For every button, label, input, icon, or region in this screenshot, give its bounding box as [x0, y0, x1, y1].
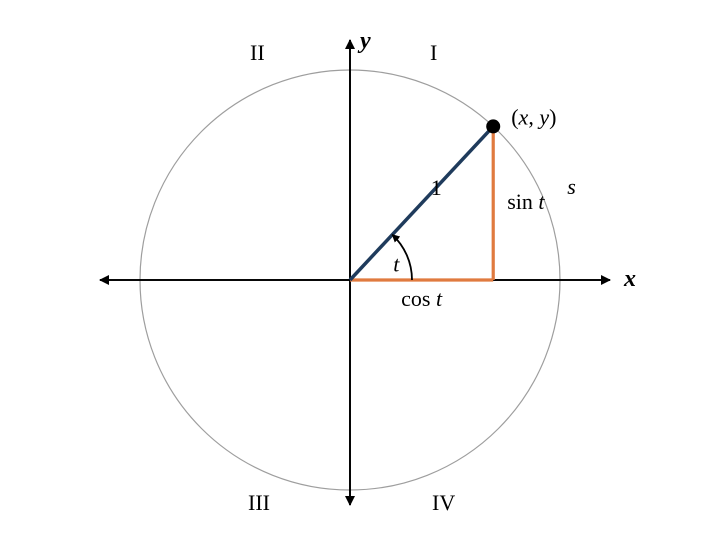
point-label: (x, y) — [511, 104, 556, 129]
cos-label: cos t — [401, 286, 443, 311]
terminal-point — [486, 119, 500, 133]
quadrant-3-label: III — [248, 490, 270, 515]
unit-circle-diagram: IIIIIIIVxy(x, y)1cos tsin tts — [0, 0, 720, 550]
arc-length-label: s — [567, 174, 576, 199]
sin-label: sin t — [507, 189, 545, 214]
x-axis-label: x — [623, 266, 636, 292]
y-axis-label: y — [357, 28, 371, 54]
background — [0, 0, 720, 550]
angle-label: t — [393, 252, 400, 277]
radius-length-label: 1 — [431, 175, 442, 200]
quadrant-4-label: IV — [432, 490, 455, 515]
quadrant-2-label: II — [250, 40, 265, 65]
quadrant-1-label: I — [430, 40, 437, 65]
diagram-svg: IIIIIIIVxy(x, y)1cos tsin tts — [0, 0, 720, 550]
